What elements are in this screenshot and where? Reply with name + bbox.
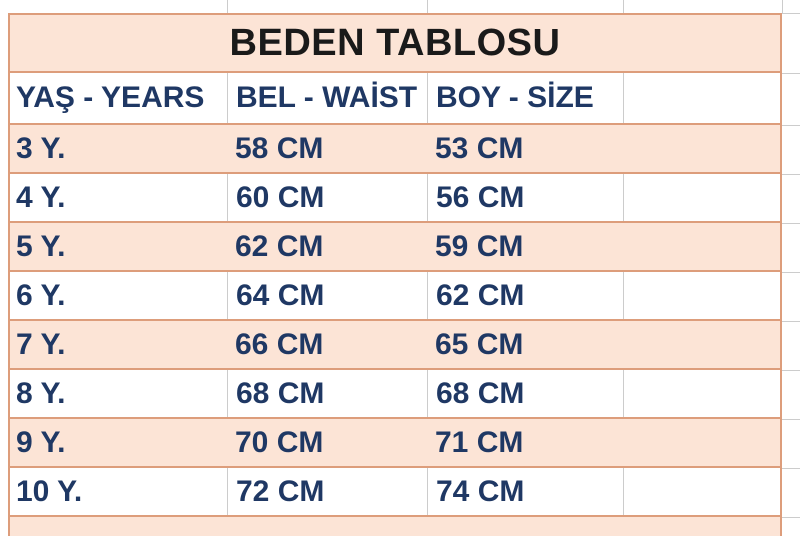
cell-size: 71 CM: [435, 425, 524, 459]
column-header-empty: [623, 73, 780, 123]
gridline-h-icon: [782, 272, 800, 273]
table-row: 5 Y. 62 CM 59 CM: [10, 223, 780, 272]
cell-size: 74 CM: [427, 468, 623, 515]
gridline-v-icon: [227, 0, 228, 13]
gridline-h-icon: [782, 468, 800, 469]
cell-waist: 70 CM: [235, 425, 324, 459]
gridline-h-icon: [782, 223, 800, 224]
cell-size: 53 CM: [435, 131, 524, 165]
cell-waist: 60 CM: [227, 174, 427, 221]
table-row: 6 Y. 64 CM 62 CM: [10, 272, 780, 321]
cell-age: 6 Y.: [16, 278, 66, 312]
gridline-h-icon: [782, 174, 800, 175]
gridline-h-icon: [782, 73, 800, 74]
cell-size: 62 CM: [427, 272, 623, 319]
cell-size: 56 CM: [427, 174, 623, 221]
table-title: BEDEN TABLOSU: [229, 21, 561, 64]
cell-age: 8 Y.: [16, 376, 66, 410]
cell-empty: [623, 174, 780, 221]
gridline-v-icon: [623, 0, 624, 13]
cell-size: 68 CM: [427, 370, 623, 417]
gridline-h-icon: [782, 13, 800, 14]
cell-size: 59 CM: [435, 229, 524, 263]
cell-empty: [623, 419, 780, 466]
cell-empty: [623, 468, 780, 515]
column-header-age: YAŞ - YEARS: [16, 81, 205, 114]
gridline-h-icon: [782, 125, 800, 126]
table-row: 4 Y. 60 CM 56 CM: [10, 174, 780, 223]
cell-empty: [623, 223, 780, 270]
cell-empty: [623, 370, 780, 417]
gridline-v-icon: [427, 0, 428, 13]
table-row: 8 Y. 68 CM 68 CM: [10, 370, 780, 419]
cell-empty: [623, 272, 780, 319]
size-table: BEDEN TABLOSU YAŞ - YEARS BEL - WAİST BO…: [8, 13, 782, 536]
cell-age: 9 Y.: [16, 425, 66, 459]
cell-empty: [623, 125, 780, 172]
gridline-v-icon: [782, 0, 783, 13]
cell-waist: 58 CM: [235, 131, 324, 165]
gridline-h-icon: [782, 419, 800, 420]
cell-empty: [623, 321, 780, 368]
column-header-waist: BEL - WAİST: [227, 73, 427, 123]
table-row: 10 Y. 72 CM 74 CM: [10, 468, 780, 517]
gridline-h-icon: [782, 517, 800, 518]
gridline-h-icon: [782, 370, 800, 371]
table-row: 9 Y. 70 CM 71 CM: [10, 419, 780, 468]
cell-age: 7 Y.: [16, 327, 66, 361]
cell-age: 4 Y.: [16, 180, 66, 214]
cell-waist: 72 CM: [227, 468, 427, 515]
cell-size: 65 CM: [435, 327, 524, 361]
cell-waist: 66 CM: [235, 327, 324, 361]
partial-bottom-row: [10, 517, 780, 536]
column-header-size: BOY - SİZE: [427, 73, 623, 123]
table-header-row: YAŞ - YEARS BEL - WAİST BOY - SİZE: [10, 73, 780, 125]
table-title-row: BEDEN TABLOSU: [10, 15, 780, 73]
cell-age: 3 Y.: [16, 131, 66, 165]
cell-waist: 62 CM: [235, 229, 324, 263]
cell-age: 10 Y.: [16, 474, 83, 508]
table-row: 3 Y. 58 CM 53 CM: [10, 125, 780, 174]
cell-age: 5 Y.: [16, 229, 66, 263]
cell-waist: 64 CM: [227, 272, 427, 319]
gridline-h-icon: [782, 321, 800, 322]
table-row: 7 Y. 66 CM 65 CM: [10, 321, 780, 370]
cell-waist: 68 CM: [227, 370, 427, 417]
